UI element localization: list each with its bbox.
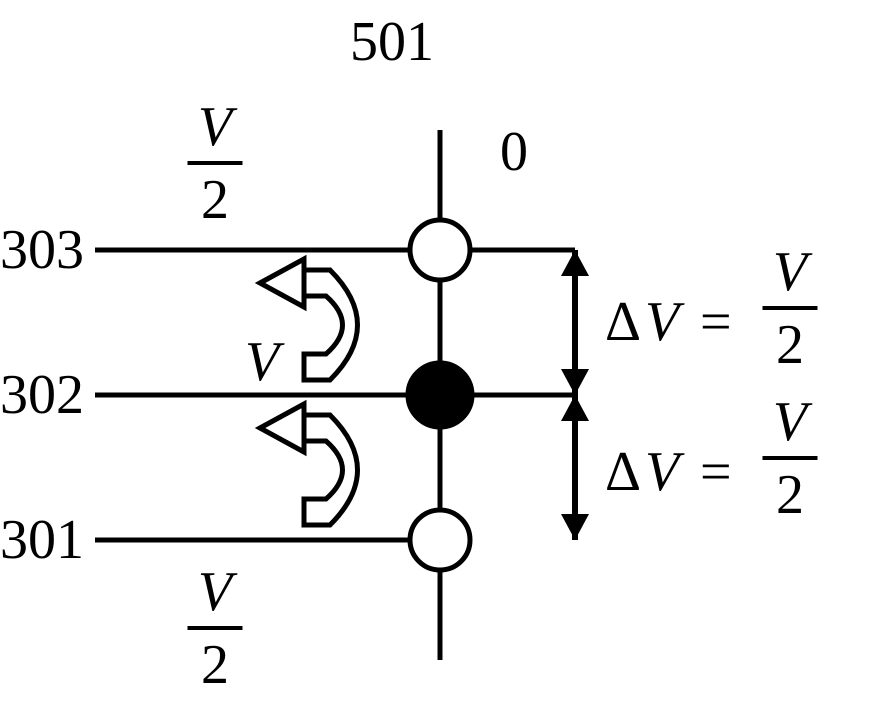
frac-bot-den: 2 xyxy=(201,634,229,696)
return-arrow-upper-head xyxy=(260,259,304,307)
label-zero: 0 xyxy=(500,121,528,183)
deltaV-lower-frac-num: V xyxy=(773,391,813,453)
deltaV-upper-eq: = xyxy=(700,291,732,353)
deltaV-upper-frac-den: 2 xyxy=(776,314,804,376)
return-arrow-upper-body xyxy=(304,270,358,380)
delta-arrow-lower-head-down xyxy=(561,514,589,540)
deltaV-lower-delta: Δ xyxy=(605,441,641,503)
delta-arrow-lower-head-up xyxy=(561,395,589,421)
node-mid xyxy=(408,363,472,427)
frac-bot-num: V xyxy=(198,561,238,623)
label-V-mid: V xyxy=(245,331,285,393)
label-501: 501 xyxy=(350,11,434,73)
frac-top-num: V xyxy=(198,96,238,158)
label-303: 303 xyxy=(0,219,84,281)
label-301: 301 xyxy=(0,509,84,571)
deltaV-upper-frac-num: V xyxy=(773,241,813,303)
delta-arrow-upper-head-down xyxy=(561,369,589,395)
node-top xyxy=(410,220,470,280)
frac-top-den: 2 xyxy=(201,169,229,231)
return-arrow-lower-body xyxy=(304,415,358,525)
node-bottom xyxy=(410,510,470,570)
diagram-root: 5010303302301VV2V2ΔV=V2ΔV=V2 xyxy=(0,0,886,709)
deltaV-lower-frac-den: 2 xyxy=(776,464,804,526)
delta-arrow-upper-head-up xyxy=(561,250,589,276)
deltaV-lower-V: V xyxy=(645,441,685,503)
deltaV-lower-eq: = xyxy=(700,441,732,503)
label-302: 302 xyxy=(0,364,84,426)
deltaV-upper-delta: Δ xyxy=(605,291,641,353)
deltaV-upper-V: V xyxy=(645,291,685,353)
return-arrow-lower-head xyxy=(260,404,304,452)
